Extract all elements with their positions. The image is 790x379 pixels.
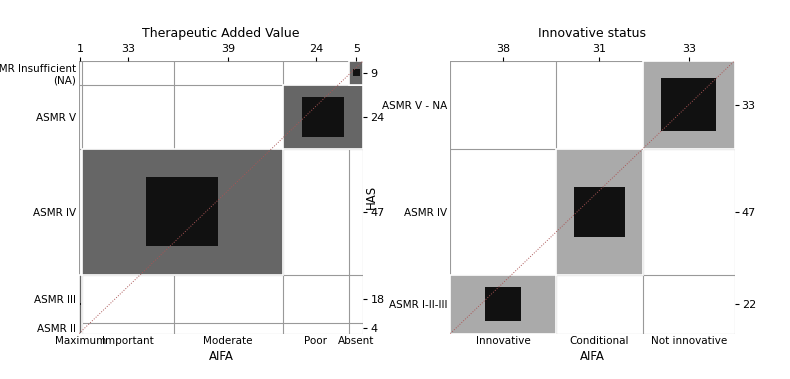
Y-axis label: HAS: HAS <box>365 185 378 209</box>
Bar <box>283 85 363 149</box>
Bar <box>643 61 735 149</box>
X-axis label: AIFA: AIFA <box>209 351 234 363</box>
Bar <box>661 78 717 131</box>
Bar <box>303 97 344 137</box>
Bar <box>349 61 363 85</box>
Bar <box>79 275 82 334</box>
X-axis label: Therapeutic Added Value: Therapeutic Added Value <box>142 27 300 40</box>
Bar <box>486 287 521 321</box>
X-axis label: AIFA: AIFA <box>580 351 605 363</box>
Bar <box>352 69 360 76</box>
X-axis label: Innovative status: Innovative status <box>539 27 646 40</box>
Bar <box>450 275 556 334</box>
Bar <box>82 149 283 275</box>
Bar <box>80 303 81 305</box>
Bar <box>556 149 643 275</box>
Bar <box>146 177 218 246</box>
Bar <box>574 187 626 236</box>
